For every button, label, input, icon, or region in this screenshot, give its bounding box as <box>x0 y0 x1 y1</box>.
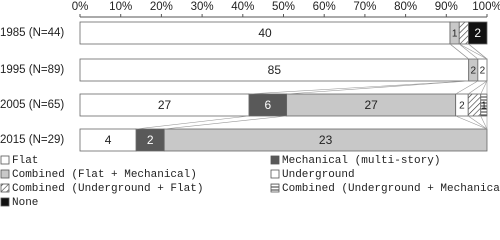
x-tick-label: 70% <box>353 1 376 13</box>
data-label: 23 <box>319 133 333 147</box>
x-tick-label: 0% <box>72 1 89 13</box>
legend-label: Flat <box>12 155 38 167</box>
data-label: 2 <box>147 133 154 147</box>
legend-label: Combined (Underground + Mechanical) <box>282 183 500 195</box>
chart: 0% 10% 20% 30% 40% 50% 60% 70% 80% 90% 100% 1985 (N… <box>0 1 500 208</box>
connector-line <box>455 115 488 130</box>
data-label: 85 <box>268 63 282 77</box>
bar-segment <box>458 21 469 45</box>
connector-line <box>459 43 479 60</box>
row-label: 2015 (N=29) <box>0 134 64 146</box>
x-tick-label: 20% <box>150 1 173 13</box>
x-tick-label: 30% <box>191 1 214 13</box>
connector-line <box>449 43 469 60</box>
bar-segment <box>468 21 488 45</box>
legend-label: Mechanical (multi-story) <box>282 155 440 167</box>
connector-line <box>249 80 469 95</box>
connector-line <box>468 80 488 95</box>
data-label: 4 <box>105 133 112 147</box>
connector-line <box>480 80 488 95</box>
connector-line <box>480 115 488 130</box>
x-tick-label: 80% <box>394 1 417 13</box>
connector-line <box>164 115 287 130</box>
data-label: 6 <box>265 98 272 112</box>
row-label: 1995 (N=89) <box>0 64 64 76</box>
x-tick-label: 100% <box>472 1 500 13</box>
data-label: 2 <box>480 66 486 77</box>
data-label: 27 <box>364 98 378 112</box>
bar-segment <box>480 93 488 117</box>
connector-line <box>136 115 250 130</box>
data-label: 1 <box>481 101 487 112</box>
x-tick-label: 90% <box>435 1 458 13</box>
x-tick-label: 10% <box>109 1 132 13</box>
bar-segment <box>477 58 488 82</box>
legend-swatch <box>270 169 280 179</box>
legend-label: None <box>12 197 38 208</box>
connector-line <box>468 43 488 60</box>
data-label: 1 <box>452 29 458 40</box>
legend-swatch <box>0 183 10 193</box>
legend-swatch <box>270 155 280 165</box>
data-label: 2 <box>474 26 481 40</box>
legend-swatch <box>0 197 10 207</box>
legend-label: Underground <box>282 169 355 181</box>
data-label: 2 <box>470 66 476 77</box>
legend-swatch <box>0 155 10 165</box>
bar-segment <box>163 128 488 152</box>
legend-swatch <box>0 169 10 179</box>
x-tick-label: 40% <box>231 1 254 13</box>
connector-line <box>455 80 479 95</box>
connector-line <box>286 80 469 95</box>
legend-label: Combined (Flat + Mechanical) <box>12 169 197 181</box>
row-label: 2005 (N=65) <box>0 99 64 111</box>
data-label: 2 <box>459 101 465 112</box>
x-tick-label: 50% <box>272 1 295 13</box>
bar-segment <box>467 93 482 117</box>
connector-line <box>459 43 488 60</box>
legend-label: Combined (Underground + Flat) <box>12 183 203 195</box>
data-label: 40 <box>258 26 272 40</box>
legend-swatch <box>270 183 280 193</box>
data-label: 27 <box>158 98 172 112</box>
connector-line <box>468 115 488 130</box>
x-tick-label: 60% <box>313 1 336 13</box>
row-label: 1985 (N=44) <box>0 27 64 39</box>
